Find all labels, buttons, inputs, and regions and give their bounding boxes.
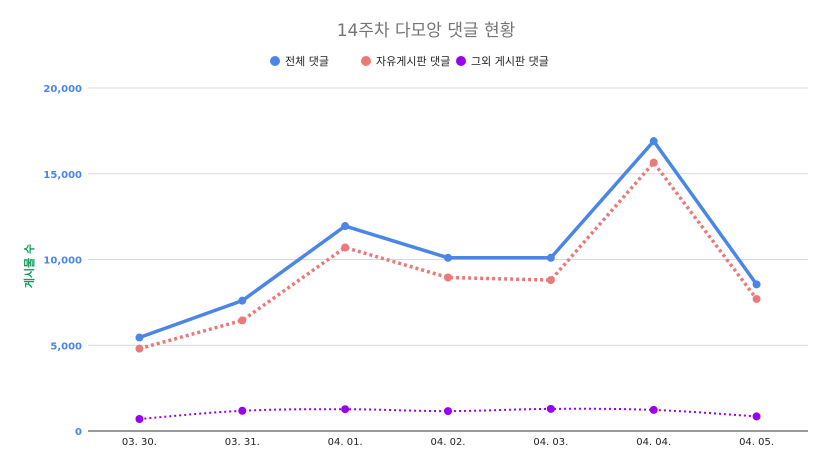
y-tick-label: 0 — [75, 427, 82, 438]
data-point — [341, 405, 350, 414]
x-tick-label: 04. 01. — [328, 437, 363, 448]
data-point — [752, 412, 761, 421]
y-tick-label: 20,000 — [43, 84, 82, 95]
data-point — [649, 137, 658, 146]
data-point — [341, 222, 350, 231]
y-tick-label: 10,000 — [43, 256, 82, 267]
data-point — [135, 414, 144, 423]
legend-marker — [456, 56, 466, 66]
y-tick-label: 15,000 — [43, 170, 82, 181]
gridlines — [88, 87, 808, 346]
data-point — [238, 406, 247, 415]
y-axis-ticks: 0 5,000 10,000 15,000 20,000 — [43, 84, 82, 438]
data-point — [135, 333, 144, 342]
x-tick-label: 04. 04. — [636, 437, 671, 448]
data-point — [238, 296, 247, 305]
legend-marker — [361, 56, 371, 66]
series-line — [138, 139, 758, 340]
data-point — [341, 243, 350, 252]
legend-label: 전체 댓글 — [285, 55, 329, 68]
y-axis-label: 게시물 수 — [22, 244, 36, 288]
series-layer — [135, 137, 761, 423]
data-point — [752, 280, 761, 289]
data-point — [238, 316, 247, 325]
data-point — [752, 294, 761, 303]
data-point — [444, 253, 452, 262]
x-tick-label: 03. 31. — [225, 437, 260, 448]
legend-label: 자유게시판 댓글 — [376, 55, 450, 68]
legend: 전체 댓글 자유게시판 댓글 그외 게시판 댓글 — [270, 55, 549, 68]
data-point — [546, 404, 555, 413]
data-point — [649, 158, 658, 167]
data-point — [546, 253, 555, 262]
y-tick-label: 5,000 — [50, 341, 82, 352]
data-point — [135, 344, 144, 353]
chart-title: 14주차 다모앙 댓글 현황 — [337, 21, 516, 41]
x-tick-label: 03. 30. — [122, 437, 157, 448]
x-tick-label: 04. 05. — [739, 437, 774, 448]
legend-label: 그외 게시판 댓글 — [471, 55, 549, 68]
x-tick-label: 04. 02. — [431, 437, 466, 448]
data-point — [546, 276, 555, 285]
data-point — [444, 407, 452, 416]
legend-marker — [270, 56, 280, 66]
x-tick-label: 04. 03. — [533, 437, 568, 448]
x-axis-ticks: 03. 30. 03. 31. 04. 01. 04. 02. 04. 03. 04. 0… — [122, 437, 774, 448]
data-point — [444, 273, 452, 282]
data-point — [649, 405, 658, 414]
